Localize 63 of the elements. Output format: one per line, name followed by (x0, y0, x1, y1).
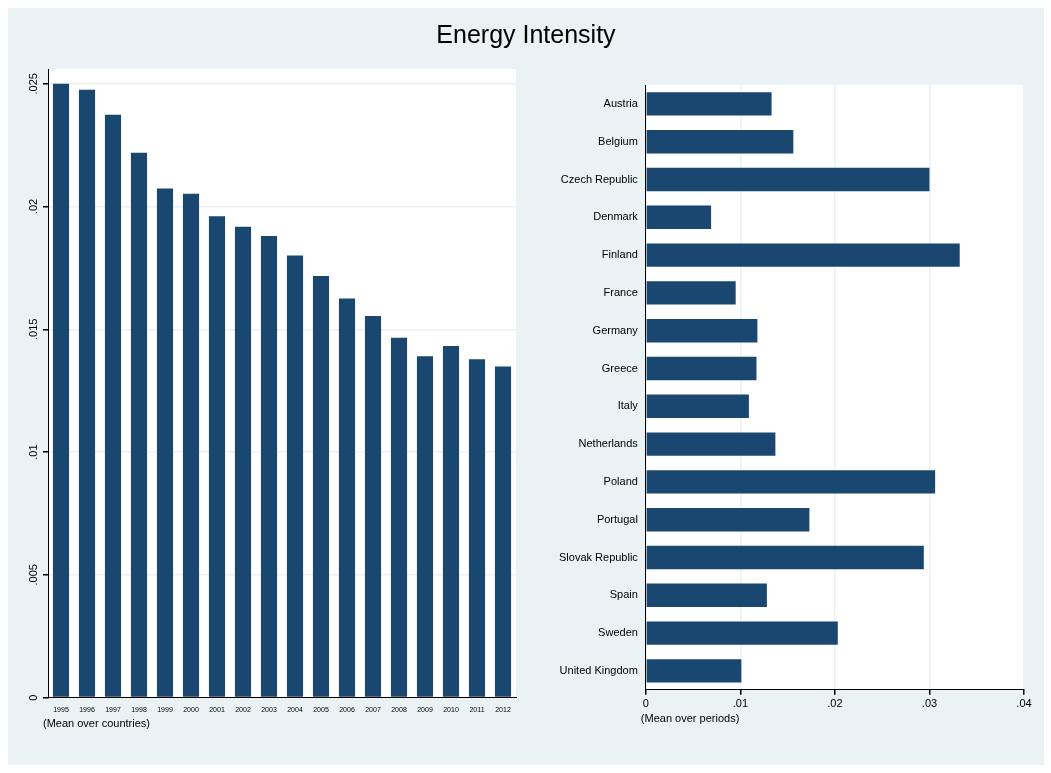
x-tick-label: .01 (732, 697, 749, 710)
bar (646, 621, 838, 645)
y-tick-label: .015 (26, 318, 39, 340)
bar (646, 470, 936, 494)
bar (104, 114, 122, 697)
bar (442, 345, 460, 697)
bar (234, 226, 252, 697)
y-tick-label: Belgium (598, 134, 638, 147)
y-tick-label: Slovak Republic (559, 550, 639, 563)
y-tick-label: Austria (603, 96, 639, 109)
text: (Mean over periods) (640, 712, 740, 724)
bar (156, 188, 174, 697)
y-tick-label: Portugal (596, 512, 638, 525)
bar (646, 659, 742, 683)
y-tick-label: Denmark (593, 210, 639, 223)
bar (260, 235, 278, 697)
y-tick-label: Finland (601, 248, 638, 261)
y-tick-label: Greece (601, 361, 638, 374)
bar (494, 366, 512, 697)
y-tick-label: .02 (26, 198, 39, 215)
y-tick-label: .01 (26, 444, 39, 460)
y-tick-label: Netherlands (578, 437, 639, 450)
bar (646, 432, 776, 456)
text: (Mean over countries) (43, 717, 150, 729)
bar (416, 356, 434, 697)
y-tick-label: .025 (26, 73, 39, 95)
y-tick-label: France (603, 285, 638, 298)
y-tick-label: Germany (592, 323, 639, 336)
bar (130, 152, 148, 697)
y-tick-label: Czech Republic (560, 172, 639, 185)
bar (646, 507, 810, 532)
y-tick-label: Spain (609, 588, 638, 601)
x-tick-label: .02 (827, 697, 843, 710)
y-tick-label: .005 (26, 564, 39, 586)
bar (646, 243, 960, 267)
bar (646, 205, 712, 230)
bar (364, 316, 382, 697)
bar (646, 167, 930, 192)
y-tick-label: Sweden (598, 626, 638, 639)
y-tick-label: United Kingdom (559, 663, 638, 676)
bar (646, 318, 758, 343)
bar (646, 356, 757, 381)
bar (390, 337, 408, 697)
y-tick-label: Poland (603, 474, 638, 487)
bar (286, 255, 304, 697)
x-tick-label: .03 (921, 697, 938, 710)
x-tick-label: 0 (642, 697, 649, 710)
chart-title: Energy Intensity (435, 20, 617, 49)
bar (646, 129, 794, 154)
bar (182, 193, 200, 697)
bar (468, 359, 486, 697)
bar (78, 89, 96, 697)
y-tick-label: Italy (617, 399, 639, 412)
x-tick-label: .04 (1016, 697, 1032, 710)
bar (52, 83, 70, 697)
bar (312, 276, 330, 697)
bar (646, 281, 736, 305)
bar (208, 216, 226, 697)
bar (646, 92, 772, 116)
bar (646, 394, 749, 419)
bar (646, 583, 767, 608)
bar (646, 545, 924, 570)
bar (338, 298, 356, 697)
